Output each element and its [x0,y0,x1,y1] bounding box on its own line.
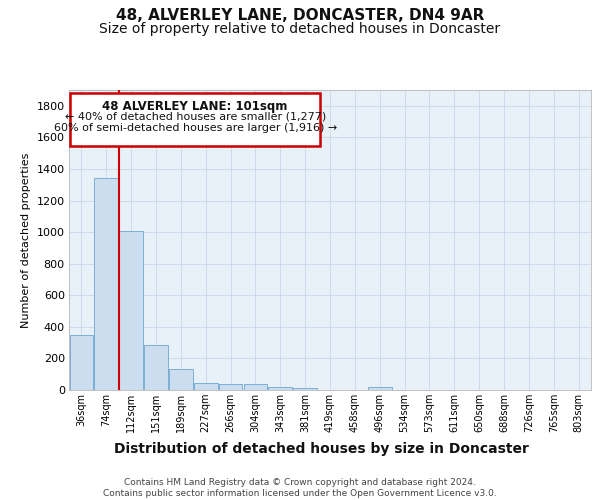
Bar [194,383,218,390]
Text: Distribution of detached houses by size in Doncaster: Distribution of detached houses by size … [113,442,529,456]
Y-axis label: Number of detached properties: Number of detached properties [21,152,31,328]
Bar [219,384,242,390]
Text: 60% of semi-detached houses are larger (1,916) →: 60% of semi-detached houses are larger (… [53,124,337,134]
Text: 48, ALVERLEY LANE, DONCASTER, DN4 9AR: 48, ALVERLEY LANE, DONCASTER, DN4 9AR [116,8,484,22]
Bar [368,387,392,390]
Text: Size of property relative to detached houses in Doncaster: Size of property relative to detached ho… [100,22,500,36]
Bar [94,178,118,390]
Bar [293,388,317,390]
Bar [144,345,168,390]
FancyBboxPatch shape [70,94,320,146]
Bar [244,384,267,390]
Bar [268,387,292,390]
Text: 48 ALVERLEY LANE: 101sqm: 48 ALVERLEY LANE: 101sqm [103,100,288,113]
Bar [70,334,93,390]
Bar [119,230,143,390]
Text: ← 40% of detached houses are smaller (1,277): ← 40% of detached houses are smaller (1,… [65,112,326,122]
Text: Contains HM Land Registry data © Crown copyright and database right 2024.
Contai: Contains HM Land Registry data © Crown c… [103,478,497,498]
Bar [169,370,193,390]
